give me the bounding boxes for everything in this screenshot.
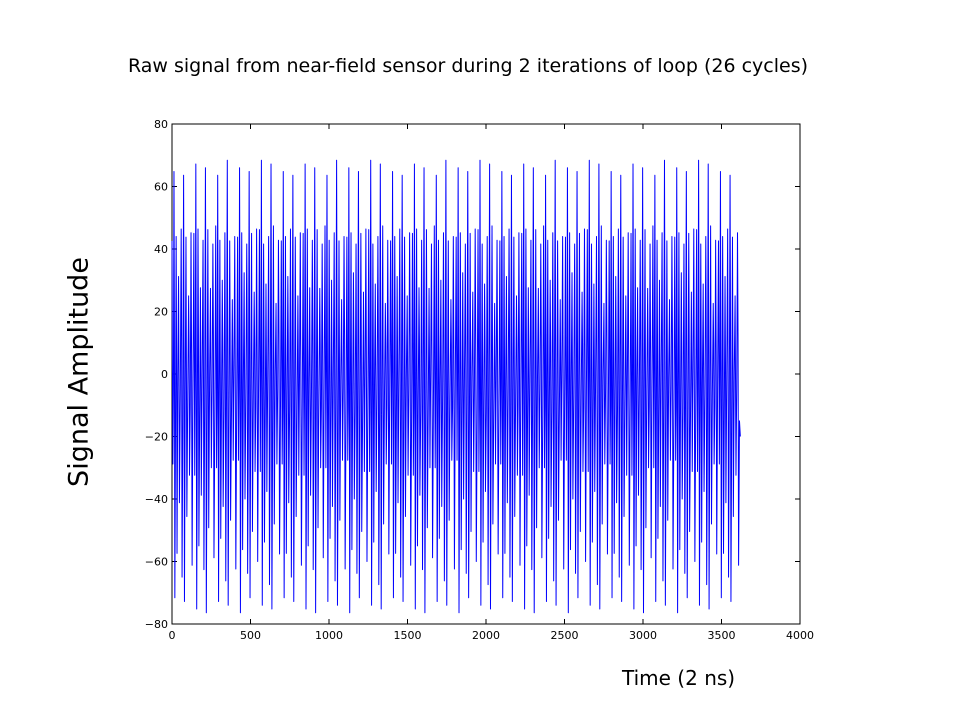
y-tick-label: 60 (154, 181, 168, 194)
x-tick-label: 4000 (786, 629, 814, 642)
y-tick-label: 0 (161, 368, 168, 381)
y-tick-label: −40 (145, 493, 168, 506)
y-tick-label: −20 (145, 431, 168, 444)
x-tick-label: 1000 (315, 629, 343, 642)
signal-series-line (171, 159, 741, 614)
x-tick-label: 500 (240, 629, 261, 642)
x-tick-label: 3500 (708, 629, 736, 642)
y-tick-label: 80 (154, 118, 168, 131)
y-tick-label: −60 (145, 556, 168, 569)
y-tick-label: 20 (154, 306, 168, 319)
x-tick-label: 2000 (472, 629, 500, 642)
x-tick-label: 1500 (394, 629, 422, 642)
x-tick-label: 2500 (551, 629, 579, 642)
x-tick-label: 3000 (629, 629, 657, 642)
x-tick-label: 0 (169, 629, 176, 642)
y-tick-label: 40 (154, 243, 168, 256)
x-axis-label: Time (2 ns) (622, 666, 736, 690)
y-tick-label: −80 (145, 618, 168, 631)
chart-title: Raw signal from near-field sensor during… (127, 55, 809, 77)
